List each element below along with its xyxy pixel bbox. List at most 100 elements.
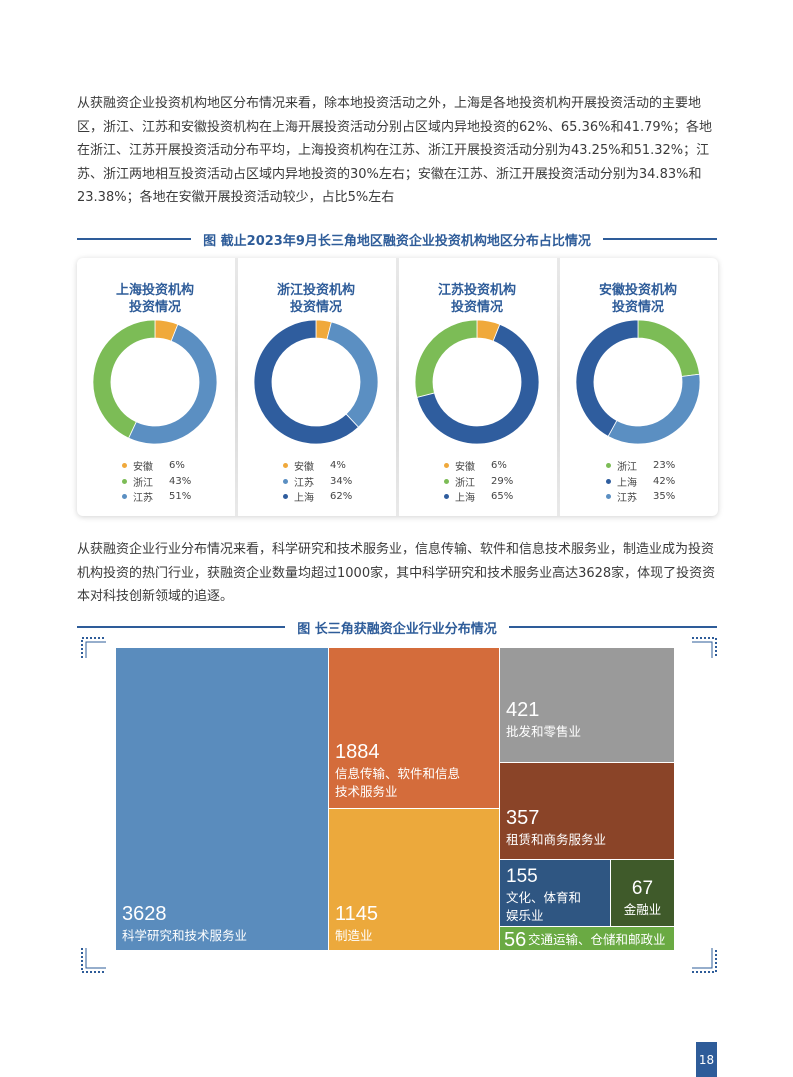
treemap-label-line: 金融业 [624, 902, 662, 917]
legend-item: 上海 42% [606, 474, 683, 490]
donut-title: 浙江投资机构 投资情况 [236, 282, 396, 316]
donut-chart [254, 320, 378, 444]
donut-slice [416, 323, 539, 444]
treemap-value: 1884 [335, 741, 380, 763]
legend-label: 上海 [617, 477, 637, 489]
figure2-title: 图 长三角获融资企业行业分布情况 [297, 621, 497, 637]
donut-title: 江苏投资机构 投资情况 [397, 282, 557, 316]
treemap-label-line: 娱乐业 [506, 908, 544, 923]
title-rule-left [77, 626, 286, 628]
legend-value: 29% [491, 475, 514, 487]
treemap-label: 信息传输、软件和信息技术服务业 [335, 766, 460, 799]
treemap-label-line: 信息传输、软件和信息 [335, 766, 460, 781]
industry-paragraph: 从获融资企业行业分布情况来看，科学研究和技术服务业，信息传输、软件和信息技术服务… [77, 542, 716, 604]
donut-legend: 浙江 23% 上海 42% 江苏 35% [606, 458, 683, 505]
legend-item: 江苏 35% [606, 489, 683, 505]
legend-item: 江苏 51% [122, 489, 199, 505]
panel-separator [557, 258, 560, 516]
legend-swatch [444, 494, 449, 500]
legend-value: 42% [653, 475, 676, 487]
legend-label: 江苏 [133, 493, 153, 505]
legend-swatch [606, 478, 611, 484]
legend-swatch [283, 463, 288, 469]
treemap-cell [611, 860, 674, 926]
legend-value: 4% [330, 460, 346, 472]
treemap-label-line: 科学研究和技术服务业 [122, 928, 247, 943]
legend-label: 上海 [455, 493, 475, 505]
legend-item: 浙江 43% [122, 474, 199, 490]
treemap-label-line: 制造业 [335, 928, 373, 943]
treemap-label-line: 文化、体育和 [506, 890, 581, 905]
legend-value: 43% [169, 475, 192, 487]
treemap-cell [329, 648, 499, 808]
legend-swatch [122, 478, 127, 484]
legend-label: 浙江 [617, 462, 637, 474]
donut-title-line: 浙江投资机构 [276, 283, 355, 298]
legend-item: 安徽 6% [122, 458, 199, 474]
donut-slice [415, 320, 478, 398]
donut-title-line: 江苏投资机构 [437, 283, 516, 298]
corner-bracket-top-left [81, 637, 106, 658]
treemap-label: 科学研究和技术服务业 [122, 928, 247, 943]
treemap-label: 交通运输、仓储和邮政业 [528, 932, 666, 947]
legend-swatch [606, 494, 611, 500]
legend-item: 上海 62% [283, 489, 360, 505]
treemap-value: 155 [506, 866, 538, 887]
legend-label: 江苏 [294, 477, 314, 489]
legend-item: 浙江 23% [606, 458, 683, 474]
donut-legend: 安徽 4% 江苏 34% 上海 62% [283, 458, 360, 505]
legend-item: 浙江 29% [444, 474, 521, 490]
legend-swatch [283, 494, 288, 500]
figure2-title-bar: 图 长三角获融资企业行业分布情况 [77, 616, 717, 638]
donut-title-line: 上海投资机构 [115, 283, 194, 298]
donut-legend: 安徽 6% 浙江 29% 上海 65% [444, 458, 521, 505]
legend-item: 安徽 6% [444, 458, 521, 474]
donut-slice [254, 320, 360, 444]
treemap-label: 金融业 [624, 902, 662, 917]
legend-label: 江苏 [617, 493, 637, 505]
donut-title-line: 安徽投资机构 [598, 283, 677, 298]
donut-legend: 安徽 6% 浙江 43% 江苏 51% [122, 458, 199, 505]
legend-value: 6% [491, 460, 507, 472]
donut-chart [93, 320, 217, 444]
treemap-cell [500, 763, 674, 859]
title-rule-left [77, 238, 192, 240]
donut-slice [93, 320, 156, 439]
treemap-value: 67 [632, 878, 653, 899]
treemap-label: 批发和零售业 [506, 724, 581, 739]
legend-value: 34% [330, 475, 353, 487]
legend-item: 上海 65% [444, 489, 521, 505]
legend-value: 51% [169, 491, 192, 503]
page-number: 18 [696, 1042, 717, 1077]
legend-swatch [122, 463, 127, 469]
legend-swatch [122, 494, 127, 500]
legend-value: 35% [653, 491, 676, 503]
intro-paragraph: 从获融资企业投资机构地区分布情况来看，除本地投资活动之外，上海是各地投资机构开展… [77, 96, 713, 205]
legend-label: 安徽 [133, 462, 153, 474]
treemap-label-line: 技术服务业 [335, 784, 398, 799]
legend-value: 23% [653, 460, 676, 472]
treemap-value: 56 [504, 929, 526, 951]
donut-title: 安徽投资机构 投资情况 [558, 282, 718, 316]
treemap-value: 357 [506, 807, 539, 829]
treemap-value: 3628 [122, 903, 167, 925]
legend-swatch [444, 478, 449, 484]
legend-value: 62% [330, 491, 353, 503]
treemap-label: 租赁和商务服务业 [506, 832, 606, 847]
panel-separator [235, 258, 238, 516]
legend-value: 6% [169, 460, 185, 472]
treemap-label-line: 租赁和商务服务业 [506, 832, 606, 847]
donut-title-line: 投资情况 [289, 300, 342, 315]
legend-item: 安徽 4% [283, 458, 360, 474]
legend-swatch [283, 478, 288, 484]
title-rule-right [602, 238, 718, 240]
treemap-label: 文化、体育和娱乐业 [506, 890, 581, 923]
legend-value: 65% [491, 491, 514, 503]
legend-label: 上海 [294, 493, 314, 505]
legend-label: 安徽 [294, 462, 314, 474]
treemap-value: 1145 [335, 903, 378, 925]
treemap-cell [329, 809, 499, 950]
treemap-cell [116, 648, 328, 950]
donut-slice [576, 320, 639, 437]
